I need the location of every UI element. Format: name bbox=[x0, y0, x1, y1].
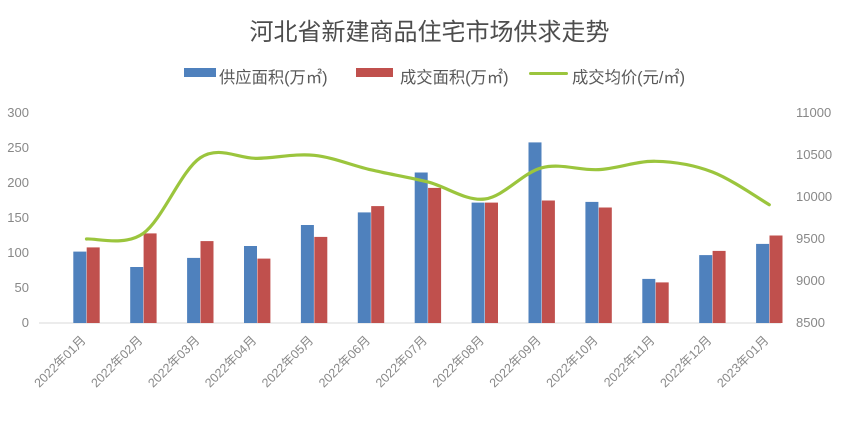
svg-text:200: 200 bbox=[7, 175, 29, 190]
svg-text:300: 300 bbox=[7, 105, 29, 120]
svg-text:2022年02月: 2022年02月 bbox=[88, 333, 145, 390]
svg-text:9500: 9500 bbox=[796, 231, 825, 246]
svg-text:2022年08月: 2022年08月 bbox=[430, 333, 487, 390]
svg-text:2022年12月: 2022年12月 bbox=[657, 333, 714, 390]
svg-text:100: 100 bbox=[7, 245, 29, 260]
svg-text:2022年04月: 2022年04月 bbox=[202, 333, 259, 390]
svg-text:2023年01月: 2023年01月 bbox=[714, 333, 771, 390]
svg-text:2022年10月: 2022年10月 bbox=[544, 333, 601, 390]
svg-text:50: 50 bbox=[15, 280, 29, 295]
svg-text:2022年01月: 2022年01月 bbox=[32, 333, 89, 390]
svg-text:10000: 10000 bbox=[796, 189, 832, 204]
svg-text:0: 0 bbox=[22, 315, 29, 330]
svg-text:2022年09月: 2022年09月 bbox=[487, 333, 544, 390]
svg-text:2022年05月: 2022年05月 bbox=[259, 333, 316, 390]
svg-text:2022年03月: 2022年03月 bbox=[145, 333, 202, 390]
svg-text:2022年06月: 2022年06月 bbox=[316, 333, 373, 390]
svg-text:9000: 9000 bbox=[796, 273, 825, 288]
svg-text:11000: 11000 bbox=[796, 105, 831, 120]
svg-text:8500: 8500 bbox=[796, 315, 825, 330]
svg-text:2022年07月: 2022年07月 bbox=[373, 333, 430, 390]
svg-text:2022年11月: 2022年11月 bbox=[601, 333, 657, 389]
svg-text:150: 150 bbox=[7, 210, 29, 225]
svg-text:10500: 10500 bbox=[796, 147, 832, 162]
svg-text:250: 250 bbox=[7, 140, 29, 155]
